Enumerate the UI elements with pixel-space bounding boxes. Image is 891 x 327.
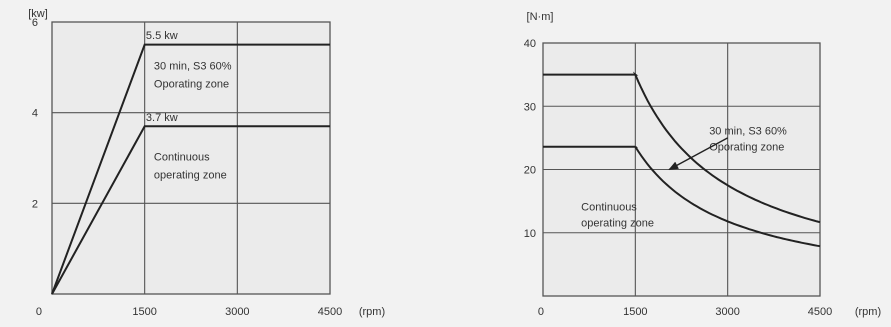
power-chart: 0 1500 3000 4500 2 4 6[kw] (rpm) 5.5 kw 30 min, S… [28,8,385,318]
torque-y-unit-label: [N·m] [527,11,554,23]
torque-zone-arrow [668,137,728,171]
power-annotation: 3.7 kw [146,112,178,124]
power-y-unit-label: [kw] [28,8,48,20]
torque-x-unit-label: (rpm) [855,306,881,318]
power-series-line [51,125,330,295]
torque-annotation: 30 min, S3 60% [709,126,787,138]
torque-x-tick-label: 3000 [715,306,739,318]
power-annotation: operating zone [154,169,227,181]
torque-x-tick-label: 0 [538,306,544,318]
torque-y-tick-label: 30 [524,101,536,113]
power-annotation: 30 min, S3 60% [154,61,232,73]
power-annotation: 5.5 kw [146,30,178,42]
torque-x-tick-label: 1500 [623,306,647,318]
torque-annotation: Continuous [581,202,637,214]
power-x-unit-label: (rpm) [359,306,385,318]
torque-y-tick-label: 10 [524,228,536,240]
torque-x-tick-label: 4500 [808,306,832,318]
power-series-line [51,43,330,295]
torque-annotation: operating zone [581,217,654,229]
torque-y-tick-label: 20 [524,165,536,177]
torque-y-tick-label: 40 [524,38,536,50]
power-plot-area [51,21,331,295]
power-x-tick-label: 1500 [132,306,156,318]
power-x-tick-label: 4500 [318,306,342,318]
power-annotation: Oporating zone [154,79,229,91]
power-annotation: Continuous [154,151,210,163]
power-y-tick-label: 6 [32,17,38,29]
power-y-tick-label: 2 [32,198,38,210]
torque-chart: 0 1500 3000 4500 10 20 30 40 [N·m] (rpm) 30 min, S… [524,11,881,318]
power-y-tick-label: 4 [32,108,38,120]
power-x-tick-label: 3000 [225,306,249,318]
torque-annotation: Oporating zone [709,142,784,154]
power-x-tick-label: 0 [36,306,42,318]
torque-series-line [543,145,821,248]
torque-series-line [543,71,821,224]
